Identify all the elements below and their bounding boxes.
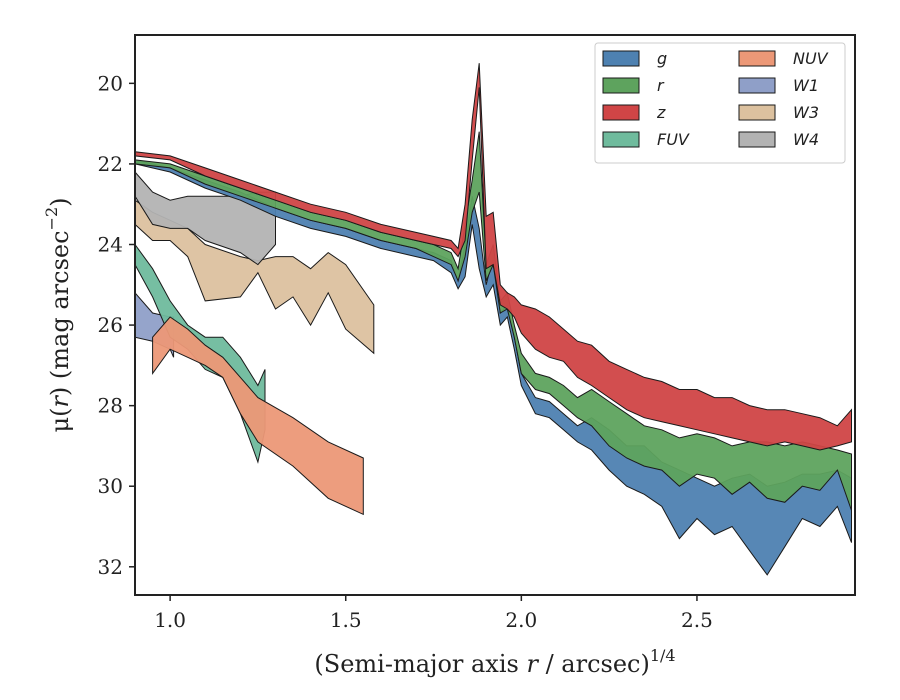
x-tick-label: 2.0: [505, 608, 537, 632]
legend-frame: [594, 42, 846, 164]
y-axis-title: μ(r) (mag arcsec−2): [42, 197, 74, 432]
legend-label: r: [657, 76, 665, 95]
x-tick-label: 2.5: [681, 608, 713, 632]
legend-label: NUV: [793, 49, 829, 68]
legend: grz FUV NUV W1 W3 W4: [594, 42, 846, 164]
y-tick-label: 26: [98, 313, 123, 337]
x-tick-label: 1.0: [154, 608, 186, 632]
legend-swatch: [738, 77, 776, 94]
band-z: [134, 63, 852, 451]
legend-swatch: [738, 50, 776, 67]
legend-label: W3: [793, 103, 819, 122]
legend-swatch: [738, 104, 776, 121]
legend-label: W1: [793, 76, 819, 95]
x-axis-title: (Semi-major axis r / arcsec)1/4: [314, 646, 675, 678]
legend-label: g: [657, 49, 667, 68]
band-w3: [134, 199, 375, 355]
y-tick-label: 20: [98, 71, 123, 95]
x-tick-label: 1.5: [330, 608, 362, 632]
legend-label: W4: [793, 130, 819, 149]
y-tick-label: 28: [98, 394, 123, 418]
plot-frame: [134, 34, 856, 596]
legend-label: z: [656, 103, 666, 122]
y-tick-label: 30: [98, 474, 123, 498]
band-layer: [134, 63, 852, 576]
legend-swatch: [738, 131, 776, 148]
legend-swatch: [602, 104, 640, 121]
band-r: [134, 131, 852, 511]
y-axis: 20 22 24 26 28 30 32: [98, 71, 135, 579]
legend-swatch: [602, 50, 640, 67]
legend-swatch: [602, 131, 640, 148]
x-axis: 1.0 1.5 2.0 2.5: [154, 595, 713, 632]
legend-swatch: [602, 77, 640, 94]
band-w4: [134, 170, 276, 266]
y-tick-label: 24: [98, 232, 123, 256]
y-tick-label: 22: [98, 152, 123, 176]
y-tick-label: 32: [98, 555, 123, 579]
legend-label: FUV: [657, 130, 690, 149]
band-nuv: [152, 316, 364, 516]
